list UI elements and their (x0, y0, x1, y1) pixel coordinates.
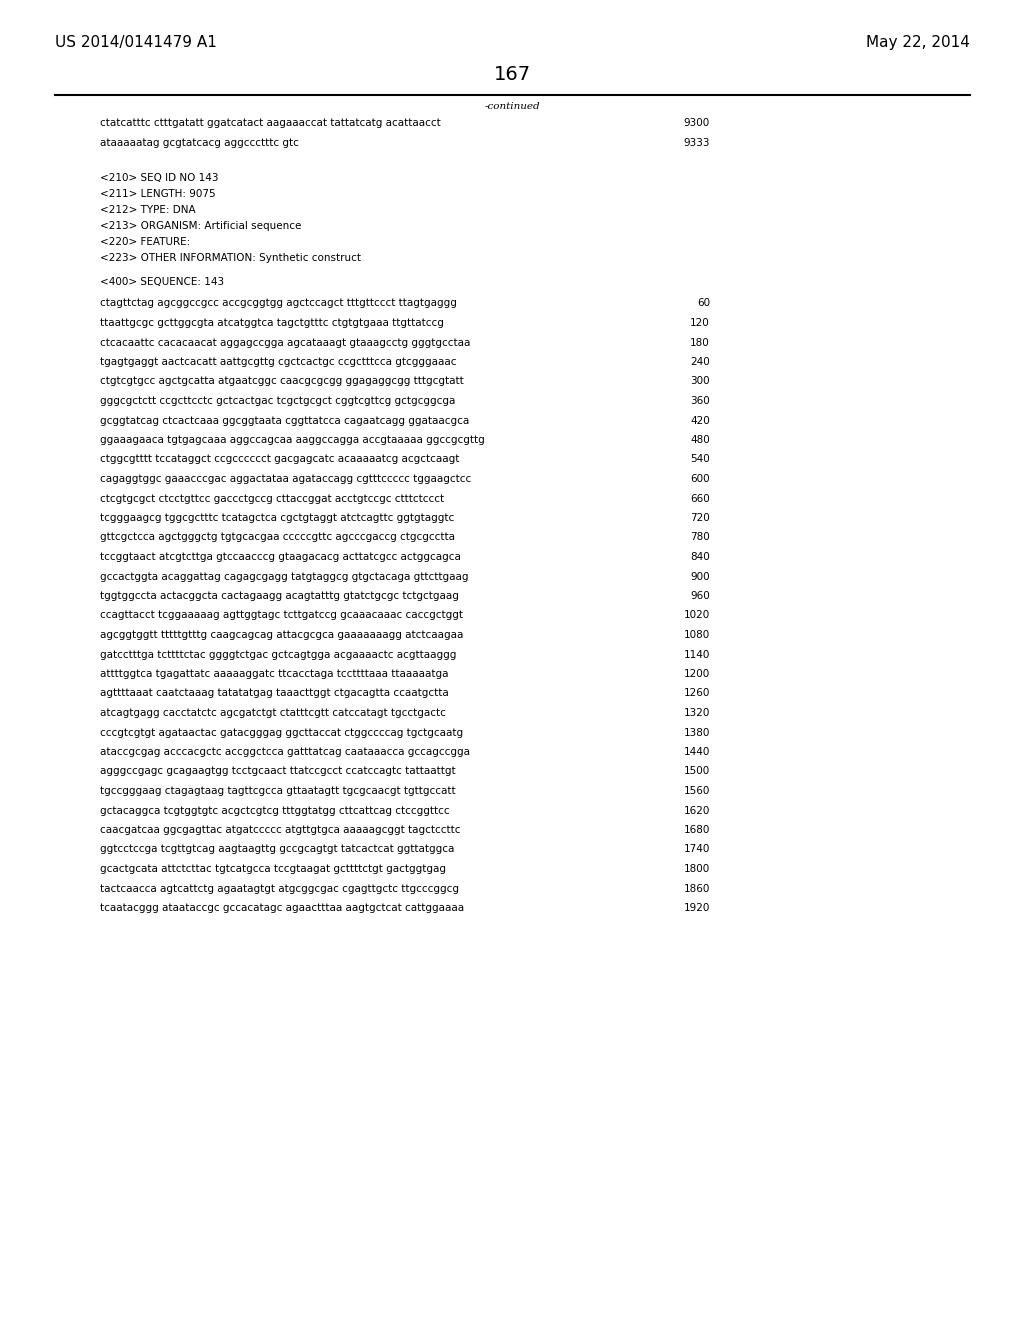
Text: ctgtcgtgcc agctgcatta atgaatcggc caacgcgcgg ggagaggcgg tttgcgtatt: ctgtcgtgcc agctgcatta atgaatcggc caacgcg… (100, 376, 464, 387)
Text: <210> SEQ ID NO 143: <210> SEQ ID NO 143 (100, 173, 218, 183)
Text: caacgatcaa ggcgagttac atgatccccc atgttgtgca aaaaagcggt tagctccttc: caacgatcaa ggcgagttac atgatccccc atgttgt… (100, 825, 461, 836)
Text: agcggtggtt tttttgtttg caagcagcag attacgcgca gaaaaaaagg atctcaagaa: agcggtggtt tttttgtttg caagcagcag attacgc… (100, 630, 464, 640)
Text: 420: 420 (690, 416, 710, 425)
Text: 1020: 1020 (684, 610, 710, 620)
Text: -continued: -continued (484, 102, 540, 111)
Text: 900: 900 (690, 572, 710, 582)
Text: 1200: 1200 (684, 669, 710, 678)
Text: 600: 600 (690, 474, 710, 484)
Text: attttggtca tgagattatc aaaaaggatc ttcacctaga tccttttaaa ttaaaaatga: attttggtca tgagattatc aaaaaggatc ttcacct… (100, 669, 449, 678)
Text: 1440: 1440 (684, 747, 710, 756)
Text: ctcacaattc cacacaacat aggagccgga agcataaagt gtaaagcctg gggtgcctaa: ctcacaattc cacacaacat aggagccgga agcataa… (100, 338, 470, 347)
Text: atcagtgagg cacctatctc agcgatctgt ctatttcgtt catccatagt tgcctgactc: atcagtgagg cacctatctc agcgatctgt ctatttc… (100, 708, 445, 718)
Text: 1560: 1560 (684, 785, 710, 796)
Text: gccactggta acaggattag cagagcgagg tatgtaggcg gtgctacaga gttcttgaag: gccactggta acaggattag cagagcgagg tatgtag… (100, 572, 469, 582)
Text: 720: 720 (690, 513, 710, 523)
Text: 1860: 1860 (684, 883, 710, 894)
Text: ataccgcgag acccacgctc accggctcca gatttatcag caataaacca gccagccgga: ataccgcgag acccacgctc accggctcca gatttat… (100, 747, 470, 756)
Text: 1920: 1920 (684, 903, 710, 913)
Text: agttttaaat caatctaaag tatatatgag taaacttggt ctgacagtta ccaatgctta: agttttaaat caatctaaag tatatatgag taaactt… (100, 689, 449, 698)
Text: cagaggtggc gaaacccgac aggactataa agataccagg cgtttccccc tggaagctcc: cagaggtggc gaaacccgac aggactataa agatacc… (100, 474, 471, 484)
Text: gctacaggca tcgtggtgtc acgctcgtcg tttggtatgg cttcattcag ctccggttcc: gctacaggca tcgtggtgtc acgctcgtcg tttggta… (100, 805, 450, 816)
Text: 1800: 1800 (684, 865, 710, 874)
Text: <400> SEQUENCE: 143: <400> SEQUENCE: 143 (100, 277, 224, 286)
Text: gggcgctctt ccgcttcctc gctcactgac tcgctgcgct cggtcgttcg gctgcggcga: gggcgctctt ccgcttcctc gctcactgac tcgctgc… (100, 396, 456, 407)
Text: ttaattgcgc gcttggcgta atcatggtca tagctgtttc ctgtgtgaaa ttgttatccg: ttaattgcgc gcttggcgta atcatggtca tagctgt… (100, 318, 443, 327)
Text: 540: 540 (690, 454, 710, 465)
Text: 960: 960 (690, 591, 710, 601)
Text: 1740: 1740 (684, 845, 710, 854)
Text: cccgtcgtgt agataactac gatacgggag ggcttaccat ctggccccag tgctgcaatg: cccgtcgtgt agataactac gatacgggag ggcttac… (100, 727, 463, 738)
Text: gcactgcata attctcttac tgtcatgcca tccgtaagat gcttttctgt gactggtgag: gcactgcata attctcttac tgtcatgcca tccgtaa… (100, 865, 446, 874)
Text: ccagttacct tcggaaaaag agttggtagc tcttgatccg gcaaacaaac caccgctggt: ccagttacct tcggaaaaag agttggtagc tcttgat… (100, 610, 463, 620)
Text: tggtggccta actacggcta cactagaagg acagtatttg gtatctgcgc tctgctgaag: tggtggccta actacggcta cactagaagg acagtat… (100, 591, 459, 601)
Text: 1500: 1500 (684, 767, 710, 776)
Text: 1380: 1380 (684, 727, 710, 738)
Text: 360: 360 (690, 396, 710, 407)
Text: tccggtaact atcgtcttga gtccaacccg gtaagacacg acttatcgcc actggcagca: tccggtaact atcgtcttga gtccaacccg gtaagac… (100, 552, 461, 562)
Text: 1140: 1140 (684, 649, 710, 660)
Text: ggaaagaaca tgtgagcaaa aggccagcaa aaggccagga accgtaaaaa ggccgcgttg: ggaaagaaca tgtgagcaaa aggccagcaa aaggcca… (100, 436, 484, 445)
Text: ctatcatttc ctttgatatt ggatcatact aagaaaccat tattatcatg acattaacct: ctatcatttc ctttgatatt ggatcatact aagaaac… (100, 117, 440, 128)
Text: ataaaaatag gcgtatcacg aggccctttc gtc: ataaaaatag gcgtatcacg aggccctttc gtc (100, 137, 299, 148)
Text: tcgggaagcg tggcgctttc tcatagctca cgctgtaggt atctcagttc ggtgtaggtc: tcgggaagcg tggcgctttc tcatagctca cgctgta… (100, 513, 455, 523)
Text: 60: 60 (697, 298, 710, 309)
Text: 9333: 9333 (683, 137, 710, 148)
Text: gatcctttga tcttttctac ggggtctgac gctcagtgga acgaaaactc acgttaaggg: gatcctttga tcttttctac ggggtctgac gctcagt… (100, 649, 457, 660)
Text: <211> LENGTH: 9075: <211> LENGTH: 9075 (100, 189, 216, 199)
Text: gcggtatcag ctcactcaaa ggcggtaata cggttatcca cagaatcagg ggataacgca: gcggtatcag ctcactcaaa ggcggtaata cggttat… (100, 416, 469, 425)
Text: <212> TYPE: DNA: <212> TYPE: DNA (100, 205, 196, 215)
Text: gttcgctcca agctgggctg tgtgcacgaa cccccgttc agcccgaccg ctgcgcctta: gttcgctcca agctgggctg tgtgcacgaa cccccgt… (100, 532, 455, 543)
Text: May 22, 2014: May 22, 2014 (866, 36, 970, 50)
Text: ctagttctag agcggccgcc accgcggtgg agctccagct tttgttccct ttagtgaggg: ctagttctag agcggccgcc accgcggtgg agctcca… (100, 298, 457, 309)
Text: tcaatacggg ataataccgc gccacatagc agaactttaa aagtgctcat cattggaaaa: tcaatacggg ataataccgc gccacatagc agaactt… (100, 903, 464, 913)
Text: 660: 660 (690, 494, 710, 503)
Text: 9300: 9300 (684, 117, 710, 128)
Text: 167: 167 (494, 65, 530, 84)
Text: <220> FEATURE:: <220> FEATURE: (100, 238, 190, 247)
Text: tgccgggaag ctagagtaag tagttcgcca gttaatagtt tgcgcaacgt tgttgccatt: tgccgggaag ctagagtaag tagttcgcca gttaata… (100, 785, 456, 796)
Text: <213> ORGANISM: Artificial sequence: <213> ORGANISM: Artificial sequence (100, 220, 301, 231)
Text: 1080: 1080 (684, 630, 710, 640)
Text: tgagtgaggt aactcacatt aattgcgttg cgctcactgc ccgctttcca gtcgggaaac: tgagtgaggt aactcacatt aattgcgttg cgctcac… (100, 356, 457, 367)
Text: 1320: 1320 (684, 708, 710, 718)
Text: 240: 240 (690, 356, 710, 367)
Text: 1680: 1680 (684, 825, 710, 836)
Text: ctggcgtttt tccataggct ccgcccccct gacgagcatc acaaaaatcg acgctcaagt: ctggcgtttt tccataggct ccgcccccct gacgagc… (100, 454, 460, 465)
Text: 300: 300 (690, 376, 710, 387)
Text: 1260: 1260 (684, 689, 710, 698)
Text: tactcaacca agtcattctg agaatagtgt atgcggcgac cgagttgctc ttgcccggcg: tactcaacca agtcattctg agaatagtgt atgcggc… (100, 883, 459, 894)
Text: ggtcctccga tcgttgtcag aagtaagttg gccgcagtgt tatcactcat ggttatggca: ggtcctccga tcgttgtcag aagtaagttg gccgcag… (100, 845, 455, 854)
Text: ctcgtgcgct ctcctgttcc gaccctgccg cttaccggat acctgtccgc ctttctccct: ctcgtgcgct ctcctgttcc gaccctgccg cttaccg… (100, 494, 444, 503)
Text: 840: 840 (690, 552, 710, 562)
Text: US 2014/0141479 A1: US 2014/0141479 A1 (55, 36, 217, 50)
Text: 480: 480 (690, 436, 710, 445)
Text: 780: 780 (690, 532, 710, 543)
Text: 180: 180 (690, 338, 710, 347)
Text: 120: 120 (690, 318, 710, 327)
Text: 1620: 1620 (684, 805, 710, 816)
Text: <223> OTHER INFORMATION: Synthetic construct: <223> OTHER INFORMATION: Synthetic const… (100, 253, 361, 263)
Text: agggccgagc gcagaagtgg tcctgcaact ttatccgcct ccatccagtc tattaattgt: agggccgagc gcagaagtgg tcctgcaact ttatccg… (100, 767, 456, 776)
